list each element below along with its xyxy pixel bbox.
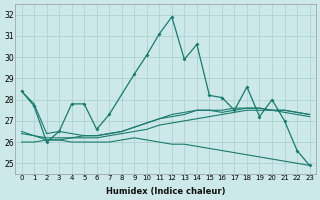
X-axis label: Humidex (Indice chaleur): Humidex (Indice chaleur) (106, 187, 225, 196)
